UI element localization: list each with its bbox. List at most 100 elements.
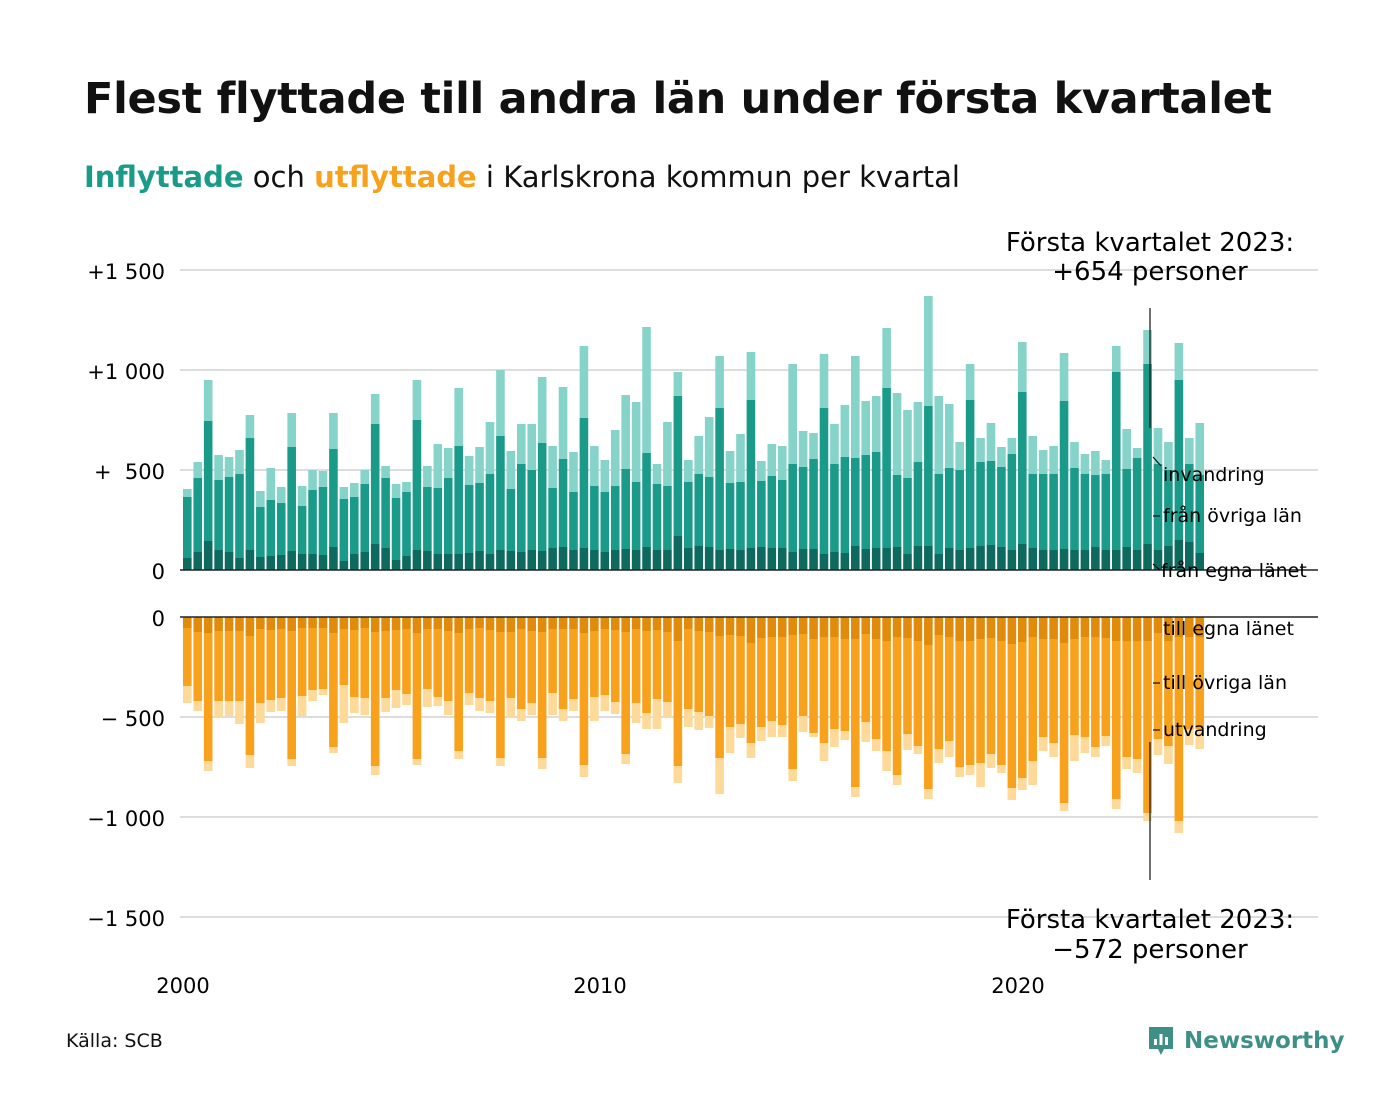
- brand-chart-icon: [1149, 1027, 1173, 1055]
- bar-out-ovriga-84: [1059, 643, 1069, 803]
- bar-out-utvandring-68: [892, 775, 902, 785]
- bar-in-ovriga-18: [370, 424, 380, 544]
- bar-out-egna-46: [663, 617, 672, 632]
- bar-in-egna-8: [266, 556, 276, 570]
- bar-in-ovriga-65: [861, 455, 871, 549]
- bar-in-invandring-26: [454, 388, 463, 446]
- bar-out-utvandring-0: [183, 686, 192, 703]
- bar-out-utvandring-78: [997, 765, 1006, 773]
- bar-out-egna-53: [736, 617, 745, 636]
- bar-out-ovriga-37: [569, 629, 578, 699]
- bar-out-egna-93: [1153, 617, 1163, 633]
- bar-out-utvandring-21: [402, 694, 411, 705]
- bar-in-invandring-78: [997, 447, 1006, 467]
- bar-in-egna-0: [183, 558, 192, 570]
- bar-out-egna-89: [1111, 617, 1121, 641]
- bar-out-utvandring-27: [464, 693, 474, 705]
- bar-in-ovriga-11: [297, 506, 307, 554]
- bar-in-ovriga-29: [485, 474, 495, 554]
- bar-in-invandring-14: [329, 413, 338, 449]
- bar-out-ovriga-73: [944, 637, 954, 741]
- bar-in-egna-87: [1091, 547, 1100, 570]
- bar-in-invandring-56: [767, 444, 777, 476]
- bar-out-ovriga-75: [965, 641, 975, 765]
- bar-in-invandring-31: [506, 451, 516, 489]
- bar-in-ovriga-6: [245, 438, 255, 550]
- bar-in-invandring-77: [986, 423, 996, 461]
- bar-in-invandring-42: [621, 395, 630, 469]
- bar-in-ovriga-60: [809, 459, 818, 549]
- bar-out-utvandring-1: [193, 701, 203, 711]
- bar-out-utvandring-26: [454, 751, 463, 759]
- bar-in-invandring-54: [746, 352, 756, 400]
- bar-out-utvandring-96: [1185, 729, 1194, 745]
- bar-out-ovriga-10: [287, 631, 296, 759]
- bar-in-egna-14: [329, 547, 338, 570]
- x-tick-2000: 2000: [156, 974, 209, 998]
- bar-in-egna-22: [412, 550, 422, 570]
- bar-in-invandring-65: [861, 401, 871, 455]
- bar-in-invandring-94: [1164, 442, 1173, 470]
- bar-out-ovriga-74: [955, 641, 964, 767]
- bar-out-ovriga-21: [402, 629, 411, 694]
- bar-in-egna-45: [652, 550, 662, 570]
- bar-in-invandring-8: [266, 468, 276, 500]
- bar-out-ovriga-87: [1091, 637, 1100, 747]
- bar-in-egna-34: [537, 551, 547, 570]
- bar-out-ovriga-27: [464, 629, 474, 693]
- bar-in-invandring-43: [631, 402, 641, 482]
- bar-out-egna-63: [840, 617, 850, 639]
- bar-out-egna-0: [183, 617, 192, 628]
- bar-in-invandring-82: [1038, 450, 1048, 474]
- series-label-invandring: invandring: [1163, 464, 1265, 486]
- bar-in-egna-62: [830, 552, 839, 570]
- bar-out-egna-91: [1132, 617, 1142, 641]
- bar-out-utvandring-71: [924, 789, 933, 799]
- bar-in-egna-30: [496, 550, 505, 570]
- bar-in-ovriga-55: [757, 481, 766, 547]
- bar-in-ovriga-86: [1080, 474, 1090, 550]
- bar-out-utvandring-11: [297, 696, 307, 716]
- source-label: Källa: SCB: [66, 1030, 163, 1052]
- series-label-utvandring: utvandring: [1163, 719, 1267, 741]
- bar-out-egna-40: [600, 617, 610, 629]
- bar-in-invandring-3: [214, 455, 223, 480]
- bar-in-invandring-38: [579, 346, 589, 418]
- bar-out-ovriga-55: [757, 638, 766, 727]
- bar-out-utvandring-34: [537, 758, 547, 769]
- bar-out-utvandring-74: [955, 767, 964, 777]
- bar-in-ovriga-3: [214, 480, 223, 550]
- bar-out-utvandring-69: [903, 734, 912, 750]
- bar-out-egna-3: [214, 617, 223, 631]
- bar-out-egna-70: [913, 617, 923, 641]
- bar-in-invandring-25: [443, 448, 453, 478]
- series-label-fran-ovriga-lan: från övriga län: [1163, 504, 1302, 527]
- bar-out-egna-56: [767, 617, 777, 637]
- bar-in-ovriga-71: [924, 406, 933, 546]
- bar-in-ovriga-91: [1132, 458, 1142, 550]
- bar-out-utvandring-86: [1080, 737, 1090, 753]
- bar-in-egna-93: [1153, 550, 1163, 570]
- bar-in-egna-70: [913, 546, 923, 570]
- bar-in-invandring-91: [1132, 448, 1142, 458]
- bar-in-ovriga-67: [882, 388, 891, 548]
- bar-out-egna-54: [746, 617, 756, 643]
- bar-in-egna-73: [944, 548, 954, 570]
- bar-in-ovriga-19: [381, 478, 390, 548]
- bar-in-invandring-11: [297, 486, 307, 506]
- bar-out-ovriga-5: [235, 631, 244, 701]
- bar-in-invandring-33: [527, 424, 537, 470]
- bar-out-egna-28: [475, 617, 484, 628]
- bar-in-invandring-52: [725, 451, 735, 483]
- bar-out-egna-43: [631, 617, 641, 629]
- bar-in-invandring-37: [569, 452, 578, 492]
- bar-out-utvandring-52: [725, 727, 735, 753]
- bar-in-invandring-60: [809, 433, 818, 459]
- bar-out-ovriga-19: [381, 631, 390, 698]
- bar-in-ovriga-81: [1028, 474, 1038, 548]
- axes: [180, 569, 1318, 618]
- bar-in-invandring-72: [934, 396, 944, 474]
- bar-in-ovriga-52: [725, 483, 735, 549]
- bar-out-egna-9: [276, 617, 286, 629]
- bar-in-ovriga-27: [464, 485, 474, 553]
